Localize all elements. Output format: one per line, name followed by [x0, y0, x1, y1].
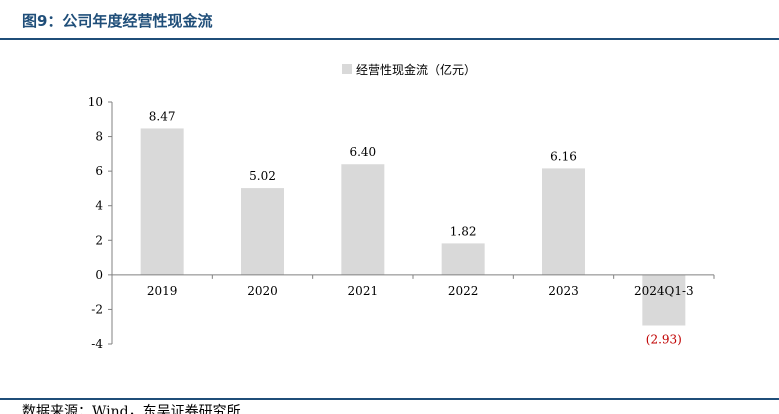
data-label: 8.47 — [149, 109, 176, 123]
data-label: 6.40 — [349, 145, 376, 159]
y-tick-label: 0 — [95, 268, 103, 282]
y-tick-label: 4 — [95, 199, 103, 213]
y-tick-label: 10 — [88, 95, 103, 109]
data-label: 1.82 — [450, 224, 477, 238]
y-tick-label: 6 — [95, 164, 103, 178]
data-label: 5.02 — [249, 169, 276, 183]
figure-header: 图9：公司年度经营性现金流 — [0, 0, 779, 40]
x-tick-label: 2020 — [247, 284, 278, 298]
bar — [642, 274, 686, 326]
x-tick-label: 2022 — [448, 284, 479, 298]
bar — [441, 243, 485, 275]
figure-footer: 数据来源：Wind，东吴证券研究所 — [0, 398, 779, 414]
y-tick-label: 8 — [95, 130, 103, 144]
legend-swatch — [342, 64, 352, 74]
data-source: 数据来源：Wind，东吴证券研究所 — [22, 404, 241, 414]
bar — [341, 164, 385, 275]
x-tick-label: 2019 — [147, 284, 178, 298]
y-tick-label: -2 — [91, 302, 103, 316]
data-label: 6.16 — [550, 149, 577, 163]
x-tick-label: 2021 — [348, 284, 379, 298]
x-tick-label: 2024Q1-3 — [634, 284, 694, 298]
bar — [241, 188, 284, 275]
bar — [140, 128, 184, 275]
figure-title: 图9：公司年度经营性现金流 — [22, 12, 213, 30]
y-tick-label: 2 — [95, 233, 103, 247]
x-tick-label: 2023 — [548, 284, 579, 298]
bar-chart: -4 -2 0 2 4 6 8 10 2019 8.47 2020 5.02 2021 6.40 2022 1… — [88, 95, 715, 351]
bar — [542, 168, 585, 275]
chart-legend: 经营性现金流（亿元） — [342, 60, 476, 78]
data-label: (2.93) — [646, 333, 682, 347]
legend-label: 经营性现金流（亿元） — [356, 62, 477, 77]
y-tick-label: -4 — [91, 337, 103, 351]
